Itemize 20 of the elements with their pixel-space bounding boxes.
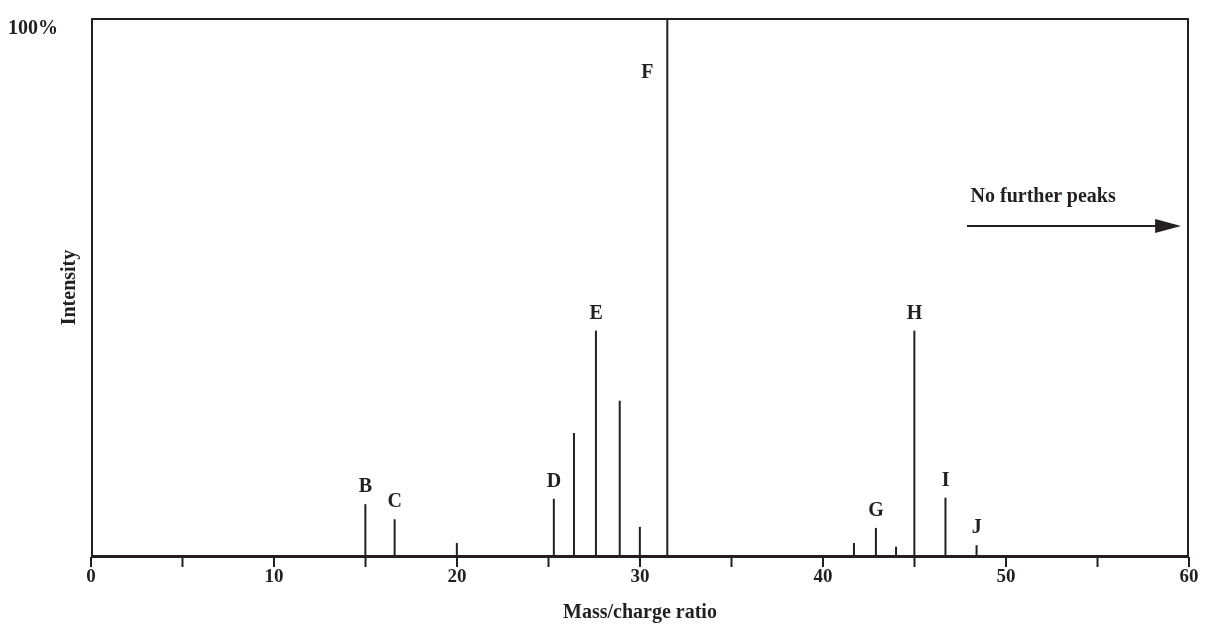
annotation: No further peaks: [970, 183, 1116, 207]
x-tick-label: 40: [813, 565, 833, 587]
x-tick-label: 10: [264, 565, 284, 587]
x-tick-label: 60: [1179, 565, 1199, 587]
x-tick-label: 0: [86, 565, 96, 587]
y-axis-title: Intensity: [56, 248, 80, 327]
annotation: J: [970, 515, 983, 539]
annotation: G: [867, 497, 885, 521]
x-tick-label: 30: [630, 565, 650, 587]
annotation: B: [357, 474, 374, 498]
annotation: I: [940, 467, 951, 491]
annotation: F: [640, 59, 655, 83]
x-tick-label: 20: [447, 565, 467, 587]
annotation: H: [905, 300, 924, 324]
annotation: E: [588, 300, 604, 324]
annotation: C: [386, 489, 403, 513]
x-axis-title: Mass/charge ratio: [562, 600, 718, 623]
x-tick-label: 50: [996, 565, 1016, 587]
annotation: D: [545, 468, 563, 492]
text: 100%: [8, 16, 58, 39]
